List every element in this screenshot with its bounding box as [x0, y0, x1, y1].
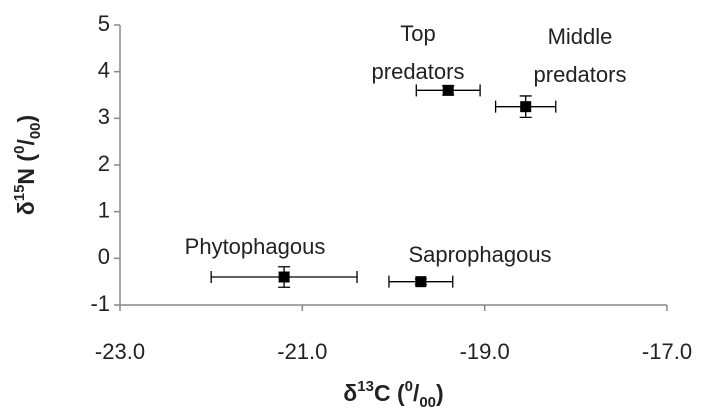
point: [278, 271, 290, 283]
axis-title-part: 00: [27, 122, 44, 139]
y-tick-label: 1: [98, 197, 110, 222]
x-tick-label: -23.0: [95, 339, 145, 364]
axis-title: δ13C (0/00): [343, 378, 443, 411]
error-bar: [210, 266, 358, 288]
x-tick-label: -21.0: [277, 339, 327, 364]
point-label: predators: [534, 62, 627, 87]
point-label: Saprophagous: [408, 242, 551, 267]
y-tick-label: 4: [98, 57, 110, 82]
axis-title-part: /: [13, 139, 39, 146]
y-tick-label: 0: [98, 244, 110, 269]
y-tick-label: 5: [98, 11, 110, 36]
point: [415, 276, 427, 288]
y-tick-label: 2: [98, 151, 110, 176]
axis-title-part: δ: [13, 201, 39, 215]
axis-title-part: δ: [343, 380, 357, 406]
x-tick-label: -19.0: [460, 339, 510, 364]
point: [442, 84, 454, 96]
axis-title-part: ): [13, 115, 39, 123]
y-tick-label: 3: [98, 104, 110, 129]
axis-title-part: 0: [405, 378, 413, 395]
y-tick-label: -1: [90, 291, 110, 316]
axis-title-part: ): [436, 380, 444, 406]
point-label: Middle: [548, 24, 613, 49]
axis-title-part: N (: [13, 154, 39, 185]
point: [520, 101, 532, 113]
axis-title-part: C (: [374, 380, 405, 406]
axis-title-part: 00: [419, 394, 436, 411]
axis-title-part: 15: [11, 185, 28, 202]
point-label: Phytophagous: [185, 234, 326, 259]
axis-title-part: 13: [357, 378, 374, 395]
point-label: predators: [372, 59, 465, 84]
x-tick-label: -17.0: [642, 339, 692, 364]
axis-title: δ15N (0/00): [11, 115, 44, 215]
axis-title-part: 0: [11, 146, 28, 154]
point-label: Top: [400, 21, 435, 46]
axis-title-part: /: [413, 380, 420, 406]
